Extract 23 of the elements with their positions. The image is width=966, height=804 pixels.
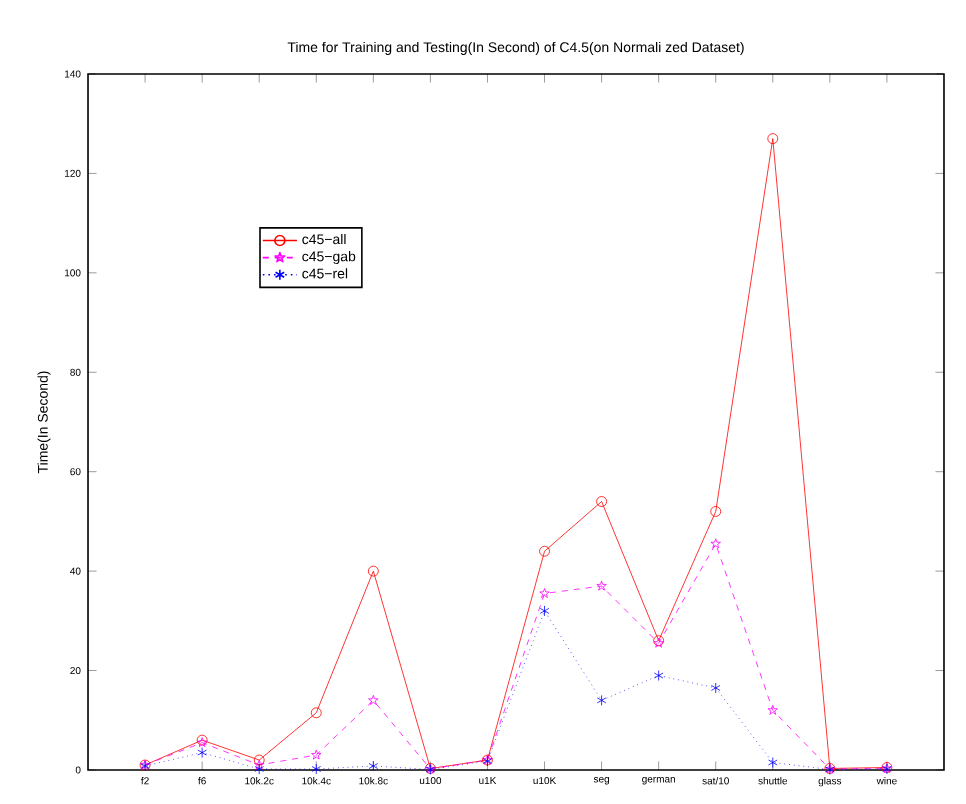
point [310, 707, 322, 719]
point [767, 704, 778, 715]
point [311, 763, 322, 775]
point [653, 670, 664, 681]
point [197, 747, 207, 758]
point [254, 759, 265, 770]
point [768, 757, 778, 768]
point [710, 506, 722, 517]
point [539, 545, 550, 557]
point [596, 580, 607, 591]
point [710, 538, 721, 549]
point [311, 749, 322, 760]
point [254, 763, 264, 775]
point [539, 588, 550, 598]
point [539, 605, 550, 617]
point [368, 694, 379, 705]
point [596, 694, 607, 706]
point [253, 754, 265, 766]
point [367, 565, 379, 577]
point [767, 133, 779, 145]
point [596, 496, 607, 507]
point [368, 760, 379, 772]
point [711, 682, 721, 694]
